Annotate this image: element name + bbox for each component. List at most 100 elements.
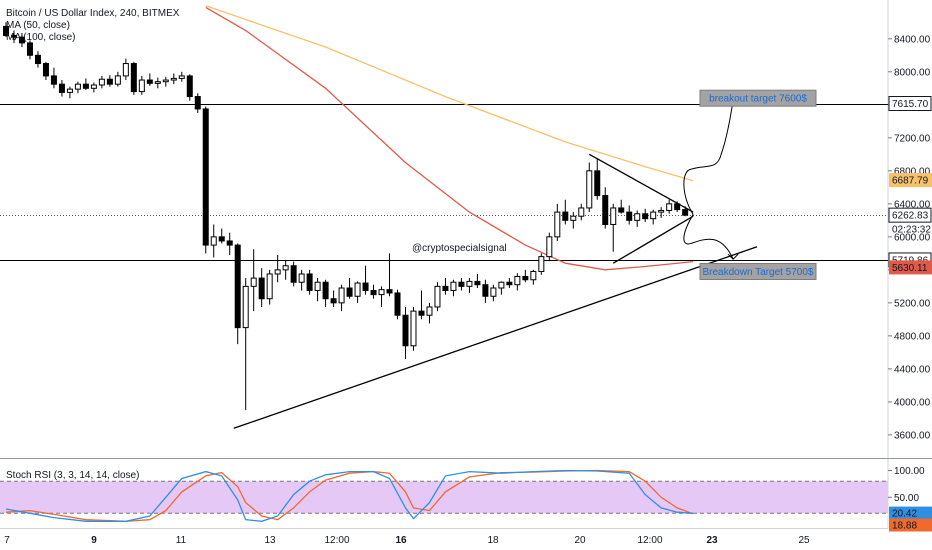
candle bbox=[82, 78, 89, 90]
candle-body bbox=[378, 289, 385, 296]
candle-body bbox=[522, 275, 529, 281]
candle bbox=[554, 203, 561, 241]
candle bbox=[498, 281, 505, 295]
price-tag-ma100-bg bbox=[889, 173, 932, 188]
candle-body bbox=[170, 77, 177, 81]
price-tag-ma100-label: 6687.79 bbox=[892, 176, 929, 187]
candle bbox=[202, 106, 209, 254]
candle-body bbox=[498, 281, 505, 289]
candle bbox=[26, 40, 33, 60]
breakdown-target-box[interactable]: Breakdown Target 5700$ bbox=[699, 262, 817, 280]
candle-body bbox=[274, 269, 281, 275]
x-tick-label: 9 bbox=[91, 535, 97, 546]
candle-body bbox=[162, 79, 169, 83]
stoch-label[interactable]: Stoch RSI (3, 3, 14, 14, close) bbox=[6, 470, 140, 481]
y-tick-label: 6800.00 bbox=[894, 166, 931, 177]
candle bbox=[242, 278, 249, 411]
candle bbox=[586, 162, 593, 213]
candle-body bbox=[58, 83, 65, 93]
candle-body bbox=[634, 213, 641, 221]
ma100-legend[interactable]: MA (100, close) bbox=[6, 32, 76, 43]
candle-body bbox=[314, 281, 321, 291]
y-tick-label: 6400.00 bbox=[894, 199, 931, 210]
price-tag-ma100: 6687.79 bbox=[889, 173, 932, 188]
x-tick-label: 7 bbox=[4, 535, 10, 546]
candle bbox=[90, 82, 97, 93]
candle-body bbox=[410, 310, 417, 347]
candle bbox=[106, 75, 113, 87]
y-tick-label: 4800.00 bbox=[894, 331, 931, 342]
candle-body bbox=[138, 79, 145, 93]
candle bbox=[578, 203, 585, 221]
ma50-line bbox=[205, 6, 694, 271]
candle bbox=[602, 187, 609, 229]
candle-body bbox=[98, 78, 105, 86]
candle bbox=[338, 284, 345, 312]
candle bbox=[466, 278, 473, 293]
candle-body bbox=[266, 273, 273, 300]
candle bbox=[50, 67, 57, 89]
candle bbox=[570, 212, 577, 229]
price-tag-level-top-border bbox=[888, 96, 932, 112]
y-tick-label: 3600.00 bbox=[894, 430, 931, 441]
ma50-legend[interactable]: MA (50, close) bbox=[6, 20, 70, 31]
y-tick-label: 4400.00 bbox=[894, 364, 931, 375]
x-tick-label: 16 bbox=[395, 535, 407, 546]
candle-body bbox=[458, 281, 465, 287]
candle-body bbox=[362, 282, 369, 291]
price-tag-level-top-bg bbox=[889, 96, 932, 111]
candle-body bbox=[90, 84, 97, 89]
triangle-line bbox=[588, 153, 694, 213]
candle-body bbox=[666, 203, 673, 211]
candle-body bbox=[482, 284, 489, 297]
candle bbox=[234, 243, 241, 345]
candle bbox=[3, 22, 9, 38]
candle-body bbox=[442, 285, 449, 291]
candle bbox=[282, 259, 289, 280]
candle-body bbox=[10, 34, 17, 38]
breakout-projection bbox=[683, 99, 734, 215]
candle-body bbox=[106, 78, 113, 85]
candle-body bbox=[26, 42, 33, 56]
x-tick-label: 11 bbox=[176, 535, 187, 546]
candle bbox=[594, 158, 601, 200]
breakdown-target-box-bg bbox=[699, 262, 817, 280]
price-tag-ma50: 5630.11 bbox=[889, 260, 932, 275]
symbol-title[interactable]: Bitcoin / US Dollar Index, 240, BITMEX bbox=[6, 8, 180, 19]
candle-body bbox=[322, 281, 329, 300]
price-tag-ma50-bg bbox=[889, 260, 932, 275]
candle-body bbox=[3, 25, 9, 36]
candle bbox=[626, 205, 633, 225]
watermark-text: @cryptospecialsignal bbox=[412, 243, 507, 254]
candle-body bbox=[186, 75, 193, 98]
candle bbox=[362, 265, 369, 295]
candle bbox=[378, 286, 385, 307]
candle bbox=[426, 302, 433, 324]
candle bbox=[546, 232, 553, 260]
candle bbox=[458, 278, 465, 291]
candle-body bbox=[346, 287, 353, 297]
y-tick-label: 6000.00 bbox=[894, 232, 931, 243]
ascending-trendline bbox=[233, 246, 758, 429]
candle-body bbox=[34, 54, 41, 65]
candle-body bbox=[50, 75, 57, 85]
candle-body bbox=[626, 211, 633, 221]
candle bbox=[146, 73, 153, 86]
candle-body bbox=[290, 265, 297, 283]
time-axis: 7 9 11 13 12:00 16 18 20 12:00 23 25 bbox=[0, 528, 888, 546]
candle bbox=[74, 81, 81, 94]
breakout-target-box[interactable]: breakout target 7600$ bbox=[699, 89, 817, 107]
candle-body bbox=[538, 256, 545, 272]
stoch-k-tag: 20.42 bbox=[889, 506, 932, 520]
candle bbox=[162, 76, 169, 87]
candle bbox=[490, 284, 497, 302]
x-tick-label: 13 bbox=[264, 535, 276, 546]
candle-body bbox=[506, 281, 513, 286]
y-tick-label: 8400.00 bbox=[894, 34, 931, 45]
candle bbox=[442, 278, 449, 295]
candle-body bbox=[122, 63, 129, 77]
candle bbox=[434, 282, 441, 312]
candle bbox=[402, 306, 409, 359]
candle-body bbox=[618, 207, 625, 213]
